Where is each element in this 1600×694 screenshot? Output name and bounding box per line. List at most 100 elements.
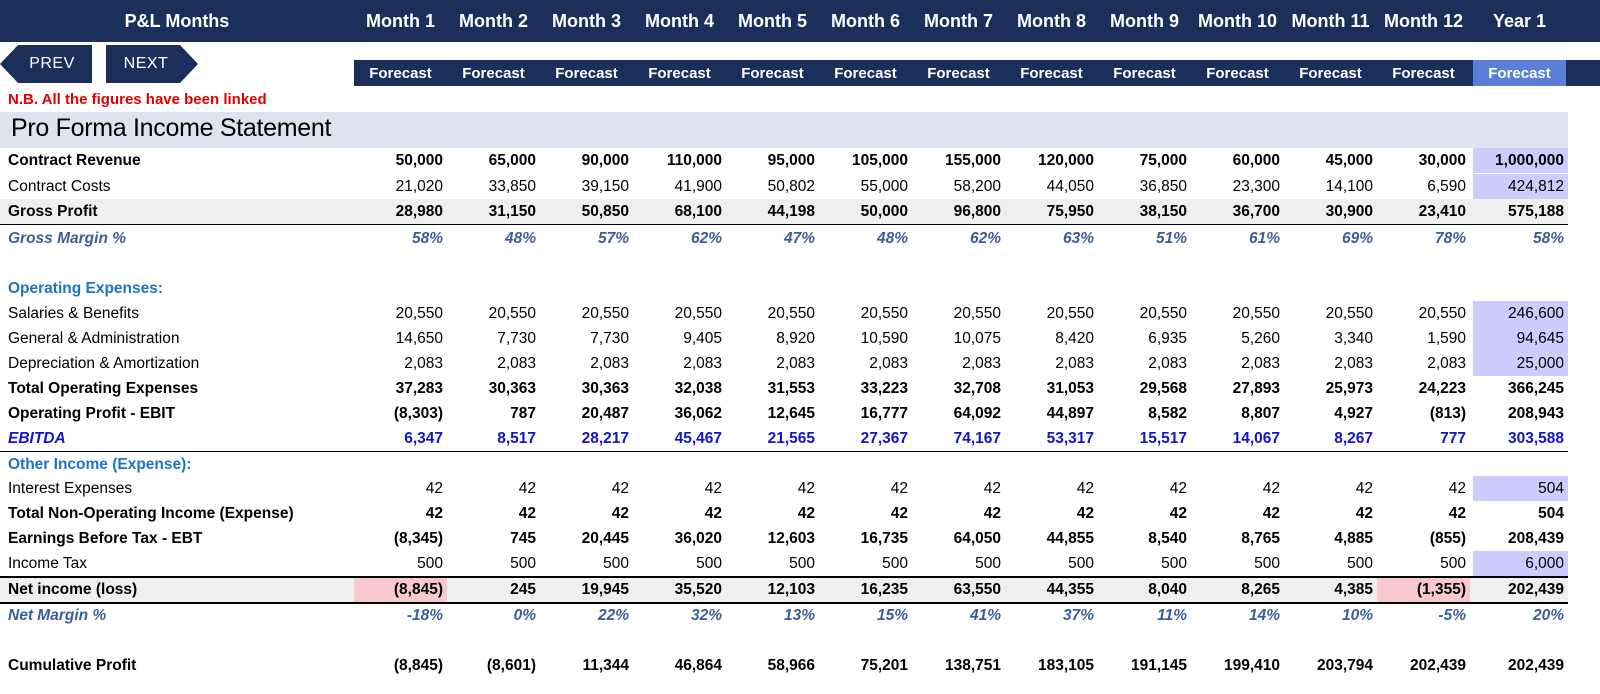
- cell-salaries-benefits-col-6[interactable]: 20,550: [860, 304, 908, 322]
- cell-operating-profit-ebit-col-3[interactable]: 20,487: [581, 404, 629, 422]
- cell-total-operating-expenses-col-3[interactable]: 30,363: [581, 379, 629, 397]
- cell-depreciation-amortization-col-11[interactable]: 2,083: [1334, 354, 1373, 372]
- cell-earnings-before-tax-col-3[interactable]: 20,445: [581, 529, 629, 547]
- cell-earnings-before-tax-col-12[interactable]: (855): [1429, 529, 1466, 547]
- cell-gross-margin-col-5[interactable]: 47%: [783, 229, 815, 247]
- cell-contract-costs-col-5[interactable]: 50,802: [767, 177, 815, 195]
- cell-interest-expenses-col-10[interactable]: 42: [1262, 479, 1280, 497]
- prev-button[interactable]: PREV: [0, 45, 92, 83]
- cell-interest-expenses-col-12[interactable]: 42: [1448, 479, 1466, 497]
- cell-depreciation-amortization-col-3[interactable]: 2,083: [590, 354, 629, 372]
- cell-gross-profit-col-5[interactable]: 44,198: [767, 202, 815, 220]
- cell-contract-costs-col-12[interactable]: 6,590: [1427, 177, 1466, 195]
- cell-contract-costs-col-4[interactable]: 41,900: [674, 177, 722, 195]
- cell-gross-profit-col-10[interactable]: 36,700: [1232, 202, 1280, 220]
- cell-earnings-before-tax-col-5[interactable]: 12,603: [767, 529, 815, 547]
- cell-salaries-benefits-col-7[interactable]: 20,550: [953, 304, 1001, 322]
- cell-contract-revenue-col-6[interactable]: 105,000: [851, 151, 908, 169]
- cell-total-operating-expenses-col-12[interactable]: 24,223: [1418, 379, 1466, 397]
- cell-operating-profit-ebit-col-8[interactable]: 44,897: [1046, 404, 1094, 422]
- cell-total-operating-expenses-col-2[interactable]: 30,363: [488, 379, 536, 397]
- cell-net-income-col-11[interactable]: 4,385: [1334, 580, 1373, 598]
- cell-depreciation-amortization-col-9[interactable]: 2,083: [1148, 354, 1187, 372]
- cell-net-margin-col-6[interactable]: 15%: [876, 606, 908, 624]
- cell-total-operating-expenses-col-8[interactable]: 31,053: [1046, 379, 1094, 397]
- cell-net-margin-col-1[interactable]: -18%: [406, 606, 443, 624]
- cell-net-income-col-13[interactable]: 202,439: [1507, 580, 1564, 598]
- cell-salaries-benefits-col-9[interactable]: 20,550: [1139, 304, 1187, 322]
- cell-cumulative-profit-col-13[interactable]: 202,439: [1507, 656, 1564, 674]
- cell-income-tax-col-11[interactable]: 500: [1347, 554, 1373, 572]
- cell-interest-expenses-col-8[interactable]: 42: [1076, 479, 1094, 497]
- cell-total-operating-expenses-col-5[interactable]: 31,553: [767, 379, 815, 397]
- cell-income-tax-col-12[interactable]: 500: [1440, 554, 1466, 572]
- cell-total-operating-expenses-col-13[interactable]: 366,245: [1507, 379, 1564, 397]
- cell-salaries-benefits-col-12[interactable]: 20,550: [1418, 304, 1466, 322]
- cell-depreciation-amortization-col-6[interactable]: 2,083: [869, 354, 908, 372]
- cell-contract-revenue-col-8[interactable]: 120,000: [1037, 151, 1094, 169]
- cell-cumulative-profit-col-5[interactable]: 58,966: [767, 656, 815, 674]
- cell-contract-costs-col-10[interactable]: 23,300: [1232, 177, 1280, 195]
- cell-salaries-benefits-col-1[interactable]: 20,550: [395, 304, 443, 322]
- cell-ebitda-col-12[interactable]: 777: [1440, 429, 1466, 447]
- cell-total-non-operating-col-4[interactable]: 42: [704, 504, 722, 522]
- cell-total-non-operating-col-8[interactable]: 42: [1076, 504, 1094, 522]
- cell-contract-revenue-col-3[interactable]: 90,000: [581, 151, 629, 169]
- cell-ebitda-col-13[interactable]: 303,588: [1507, 429, 1564, 447]
- cell-contract-revenue-col-9[interactable]: 75,000: [1139, 151, 1187, 169]
- cell-gross-profit-col-3[interactable]: 50,850: [581, 202, 629, 220]
- cell-net-margin-col-5[interactable]: 13%: [783, 606, 815, 624]
- cell-income-tax-col-5[interactable]: 500: [789, 554, 815, 572]
- cell-contract-costs-col-1[interactable]: 21,020: [395, 177, 443, 195]
- cell-contract-costs-col-8[interactable]: 44,050: [1046, 177, 1094, 195]
- cell-net-margin-col-3[interactable]: 22%: [597, 606, 629, 624]
- cell-gross-profit-col-7[interactable]: 96,800: [953, 202, 1001, 220]
- cell-total-non-operating-col-5[interactable]: 42: [797, 504, 815, 522]
- cell-total-operating-expenses-col-4[interactable]: 32,038: [674, 379, 722, 397]
- cell-salaries-benefits-col-4[interactable]: 20,550: [674, 304, 722, 322]
- cell-gross-margin-col-8[interactable]: 63%: [1062, 229, 1094, 247]
- cell-gross-profit-col-4[interactable]: 68,100: [674, 202, 722, 220]
- cell-general-administration-col-8[interactable]: 8,420: [1055, 329, 1094, 347]
- cell-cumulative-profit-col-1[interactable]: (8,845): [393, 656, 443, 674]
- cell-operating-profit-ebit-col-13[interactable]: 208,943: [1507, 404, 1564, 422]
- cell-gross-profit-col-6[interactable]: 50,000: [860, 202, 908, 220]
- cell-contract-revenue-col-1[interactable]: 50,000: [395, 151, 443, 169]
- cell-interest-expenses-col-6[interactable]: 42: [890, 479, 908, 497]
- cell-depreciation-amortization-col-4[interactable]: 2,083: [683, 354, 722, 372]
- cell-cumulative-profit-col-11[interactable]: 203,794: [1316, 656, 1373, 674]
- cell-cumulative-profit-col-6[interactable]: 75,201: [860, 656, 908, 674]
- cell-contract-costs-col-9[interactable]: 36,850: [1139, 177, 1187, 195]
- cell-general-administration-col-2[interactable]: 7,730: [497, 329, 536, 347]
- cell-ebitda-col-11[interactable]: 8,267: [1334, 429, 1373, 447]
- cell-salaries-benefits-col-2[interactable]: 20,550: [488, 304, 536, 322]
- cell-general-administration-col-1[interactable]: 14,650: [395, 329, 443, 347]
- cell-gross-margin-col-11[interactable]: 69%: [1341, 229, 1373, 247]
- cell-total-operating-expenses-col-9[interactable]: 29,568: [1139, 379, 1187, 397]
- cell-net-income-col-5[interactable]: 12,103: [767, 580, 815, 598]
- cell-net-income-col-6[interactable]: 16,235: [860, 580, 908, 598]
- cell-total-non-operating-col-3[interactable]: 42: [611, 504, 629, 522]
- cell-interest-expenses-col-9[interactable]: 42: [1169, 479, 1187, 497]
- cell-total-operating-expenses-col-10[interactable]: 27,893: [1232, 379, 1280, 397]
- cell-gross-margin-col-4[interactable]: 62%: [690, 229, 722, 247]
- cell-total-non-operating-col-10[interactable]: 42: [1262, 504, 1280, 522]
- cell-depreciation-amortization-col-10[interactable]: 2,083: [1241, 354, 1280, 372]
- cell-net-margin-col-4[interactable]: 32%: [690, 606, 722, 624]
- cell-net-income-col-1[interactable]: (8,845): [354, 577, 447, 602]
- cell-earnings-before-tax-col-4[interactable]: 36,020: [674, 529, 722, 547]
- cell-earnings-before-tax-col-6[interactable]: 16,735: [860, 529, 908, 547]
- cell-general-administration-col-10[interactable]: 5,260: [1241, 329, 1280, 347]
- cell-depreciation-amortization-col-2[interactable]: 2,083: [497, 354, 536, 372]
- cell-gross-profit-col-12[interactable]: 23,410: [1418, 202, 1466, 220]
- cell-salaries-benefits-col-11[interactable]: 20,550: [1325, 304, 1373, 322]
- cell-total-non-operating-col-11[interactable]: 42: [1355, 504, 1373, 522]
- cell-ebitda-col-9[interactable]: 15,517: [1139, 429, 1187, 447]
- cell-gross-margin-col-2[interactable]: 48%: [504, 229, 536, 247]
- cell-interest-expenses-col-4[interactable]: 42: [704, 479, 722, 497]
- cell-operating-profit-ebit-col-1[interactable]: (8,303): [393, 404, 443, 422]
- cell-gross-margin-col-6[interactable]: 48%: [876, 229, 908, 247]
- cell-interest-expenses-col-1[interactable]: 42: [425, 479, 443, 497]
- cell-income-tax-col-10[interactable]: 500: [1254, 554, 1280, 572]
- cell-operating-profit-ebit-col-5[interactable]: 12,645: [767, 404, 815, 422]
